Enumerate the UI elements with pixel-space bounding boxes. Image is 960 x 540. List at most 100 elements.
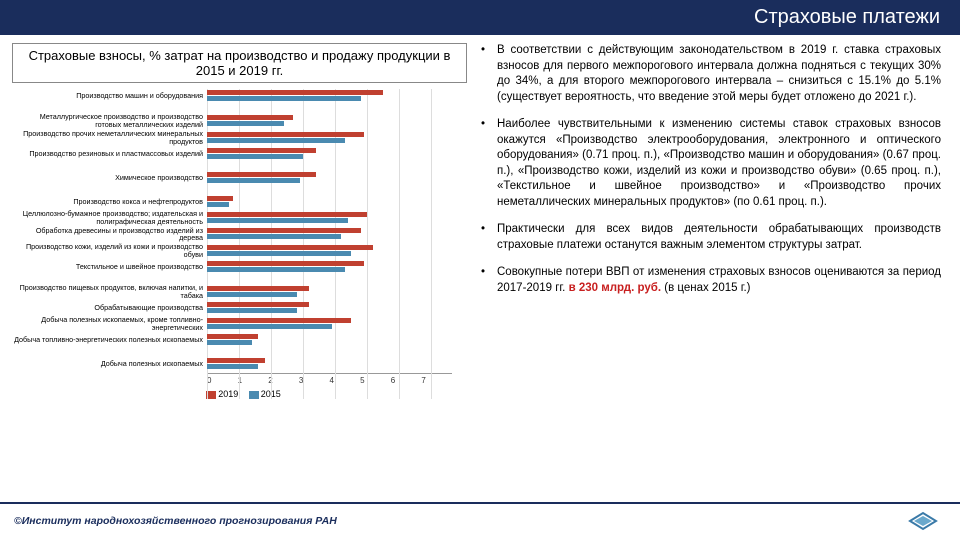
legend-label-2019: 2019 <box>218 389 238 399</box>
bar-2019 <box>207 334 258 339</box>
x-tick: 6 <box>391 376 422 385</box>
bullet-item: •В соответствии с действующим законодате… <box>481 43 941 105</box>
bar-2019 <box>207 228 361 233</box>
bullet-mark: • <box>481 222 497 253</box>
bar-2019 <box>207 172 316 177</box>
chart-row: Производство кожи, изделий из кожи и про… <box>12 243 467 259</box>
bars-cell <box>207 285 447 299</box>
page-title: Страховые платежи <box>754 6 940 28</box>
bullet-item: •Совокупные потери ВВП от изменения стра… <box>481 265 941 296</box>
bullet-item: •Наиболее чувствительными к изменению си… <box>481 117 941 210</box>
row-label: Обработка древесины и производство издел… <box>12 227 207 243</box>
footer: ©Институт народнохозяйственного прогнози… <box>0 502 960 534</box>
x-tick: 7 <box>421 376 452 385</box>
bars-cell <box>207 195 447 209</box>
chart-row: Добыча топливно-энергетических полезных … <box>12 333 467 347</box>
bar-2015 <box>207 96 361 101</box>
chart-row: Производство прочих неметаллических мине… <box>12 130 467 146</box>
chart-row: Производство кокса и нефтепродуктов <box>12 195 467 209</box>
bullet-mark: • <box>481 43 497 105</box>
chart-row <box>12 348 467 356</box>
bar-2019 <box>207 115 293 120</box>
bullet-text: Практически для всех видов деятельности … <box>497 222 941 253</box>
x-tick: 4 <box>330 376 361 385</box>
left-column: Страховые взносы, % затрат на производст… <box>12 43 467 399</box>
logo-icon <box>900 508 946 534</box>
chart-row <box>12 162 467 170</box>
bars-cell <box>207 171 447 185</box>
chart-row: Металлургическое производство и производ… <box>12 113 467 129</box>
chart-rows: Производство машин и оборудования Металлу… <box>12 89 467 371</box>
chart-row: Добыча полезных ископаемых, кроме топлив… <box>12 316 467 332</box>
row-label: Химическое производство <box>12 174 207 182</box>
chart-row: Целлюлозно-бумажное производство; издате… <box>12 210 467 226</box>
footer-text: ©Институт народнохозяйственного прогнози… <box>14 515 337 527</box>
bar-2015 <box>207 308 297 313</box>
chart-row <box>12 186 467 194</box>
bars-cell <box>207 162 447 170</box>
chart-row <box>12 104 467 112</box>
bullet-mark: • <box>481 117 497 210</box>
row-label: Производство резиновых и пластмассовых и… <box>12 150 207 158</box>
bar-2019 <box>207 286 309 291</box>
bar-2015 <box>207 292 297 297</box>
x-tick: 5 <box>360 376 391 385</box>
bar-2015 <box>207 251 351 256</box>
chart-row: Обрабатывающие производства <box>12 301 467 315</box>
bullet-item: •Практически для всех видов деятельности… <box>481 222 941 253</box>
bullet-mark: • <box>481 265 497 296</box>
bar-2019 <box>207 196 233 201</box>
bars-cell <box>207 275 447 283</box>
bar-chart: Производство машин и оборудования Металлу… <box>12 89 467 399</box>
bar-2015 <box>207 364 258 369</box>
x-axis: 01234567 <box>207 373 452 385</box>
bars-cell <box>207 89 447 103</box>
row-label: Производство кокса и нефтепродуктов <box>12 198 207 206</box>
legend-label-2015: 2015 <box>261 389 281 399</box>
bar-2015 <box>207 178 300 183</box>
bar-2015 <box>207 138 345 143</box>
bar-2019 <box>207 132 364 137</box>
bar-2015 <box>207 218 348 223</box>
bar-2019 <box>207 318 351 323</box>
x-tick: 1 <box>238 376 269 385</box>
bar-2019 <box>207 148 316 153</box>
x-tick: 3 <box>299 376 330 385</box>
chart-row: Производство пищевых продуктов, включая … <box>12 284 467 300</box>
chart-row: Производство машин и оборудования <box>12 89 467 103</box>
bar-2019 <box>207 302 309 307</box>
chart-row <box>12 275 467 283</box>
bars-cell <box>207 357 447 371</box>
bars-cell <box>207 227 447 241</box>
bars-cell <box>207 348 447 356</box>
bar-2015 <box>207 154 303 159</box>
bar-2015 <box>207 202 229 207</box>
chart-row: Текстильное и швейное производство <box>12 260 467 274</box>
row-label: Текстильное и швейное производство <box>12 263 207 271</box>
main-content: Страховые взносы, % затрат на производст… <box>0 35 960 399</box>
legend-swatch-2015 <box>249 391 259 399</box>
bars-cell <box>207 211 447 225</box>
bars-cell <box>207 131 447 145</box>
bullet-text: Наиболее чувствительными к изменению сис… <box>497 117 941 210</box>
bar-2015 <box>207 121 284 126</box>
bars-cell <box>207 260 447 274</box>
bars-cell <box>207 333 447 347</box>
chart-title: Страховые взносы, % затрат на производст… <box>12 43 467 83</box>
bar-2015 <box>207 340 252 345</box>
bars-cell <box>207 104 447 112</box>
row-label: Металлургическое производство и производ… <box>12 113 207 129</box>
bars-cell <box>207 147 447 161</box>
row-label: Производство машин и оборудования <box>12 92 207 100</box>
x-tick: 2 <box>268 376 299 385</box>
legend-swatch-2019 <box>206 391 216 399</box>
bar-2015 <box>207 234 341 239</box>
right-column: •В соответствии с действующим законодате… <box>481 43 941 399</box>
x-tick: 0 <box>207 376 238 385</box>
bullet-text: В соответствии с действующим законодател… <box>497 43 941 105</box>
highlight-text: в 230 млрд. руб. <box>569 282 661 294</box>
chart-row: Добыча полезных ископаемых <box>12 357 467 371</box>
legend: 2019 2015 <box>12 389 467 399</box>
row-label: Производство прочих неметаллических мине… <box>12 130 207 146</box>
page-header: Страховые платежи <box>0 0 960 35</box>
